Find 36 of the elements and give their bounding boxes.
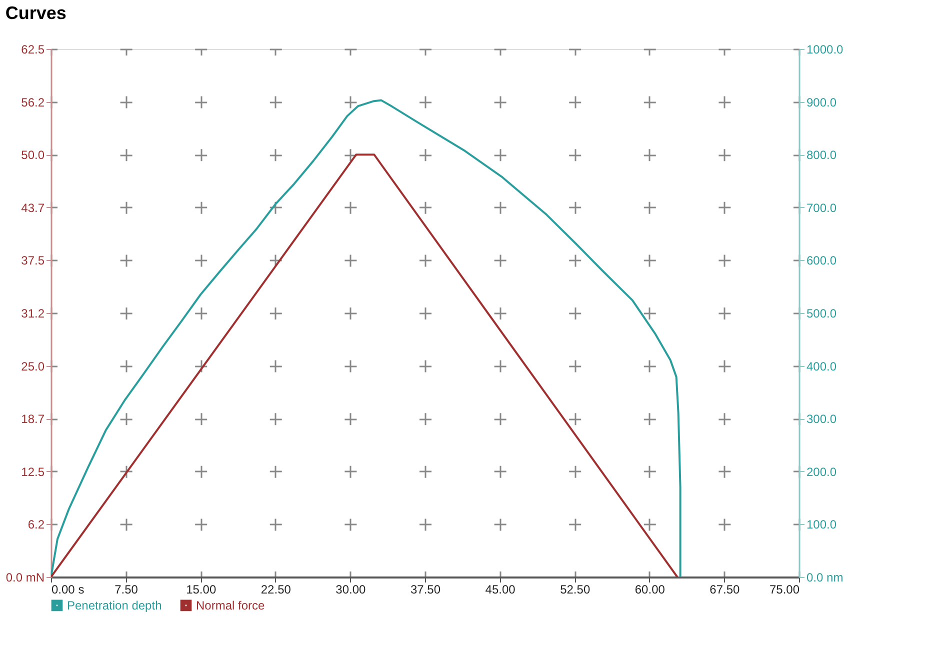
y2-tick-label: 900.0 <box>806 95 837 110</box>
y-tick-label: 12.5 <box>21 464 45 479</box>
y2-tick-label: 1000.0 <box>806 42 844 56</box>
y-tick-label: 43.7 <box>21 200 45 215</box>
y-tick-label: 37.5 <box>21 254 45 268</box>
x-tick-label: 60.00 <box>634 582 666 596</box>
y-tick-label: 6.2 <box>28 518 45 532</box>
y-tick-label: 56.2 <box>21 95 45 110</box>
x-tick-label: 67.50 <box>710 582 740 596</box>
x-tick-label: 52.50 <box>560 582 590 596</box>
y2-tick-label: 700.0 <box>806 200 837 215</box>
x-tick-label: 0.00 s <box>52 582 84 596</box>
x-tick-label: 45.00 <box>485 582 516 596</box>
x-tick-label: 22.50 <box>260 582 292 596</box>
y2-tick-label: 100.0 <box>806 518 837 532</box>
y2-tick-label: 600.0 <box>806 254 837 268</box>
x-tick-label: 37.50 <box>410 582 441 596</box>
x-tick-label: 15.00 <box>186 582 216 596</box>
legend-label: Normal force <box>196 598 266 612</box>
y2-tick-label: 400.0 <box>806 359 837 374</box>
y-tick-label: 50.0 <box>21 148 45 162</box>
y2-tick-label: 200.0 <box>806 464 837 479</box>
y2-tick-label: 300.0 <box>806 412 837 426</box>
x-tick-label: 30.00 <box>336 582 366 596</box>
chart-title: Curves <box>5 3 66 23</box>
y-tick-label: 62.5 <box>21 42 45 56</box>
y-tick-label: 18.7 <box>21 412 45 426</box>
y-tick-label: 31.2 <box>21 306 45 320</box>
legend-label: Penetration depth <box>67 598 162 612</box>
y2-tick-label: 800.0 <box>806 148 837 162</box>
y2-tick-label: 0.0 nm <box>806 570 844 584</box>
x-tick-label: 75.00 <box>769 582 800 596</box>
y-tick-label: 0.0 mN <box>6 570 44 584</box>
y2-tick-label: 500.0 <box>806 306 837 320</box>
y-tick-label: 25.0 <box>21 359 45 374</box>
x-tick-label: 7.50 <box>114 582 138 596</box>
